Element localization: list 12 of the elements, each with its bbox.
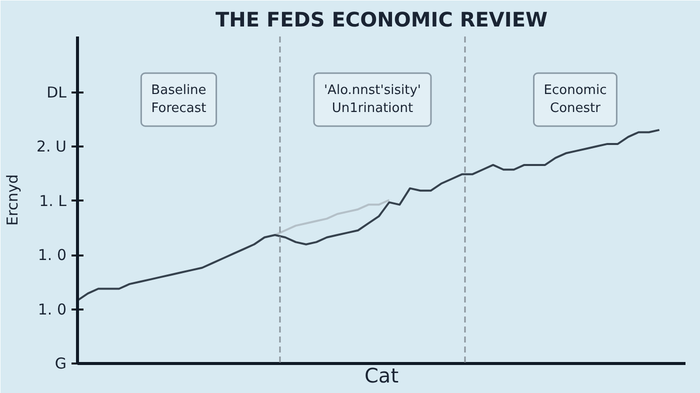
text: Economic Conestr xyxy=(544,83,607,116)
text: 1. L xyxy=(39,192,68,210)
y-axis-title: Ercnyd xyxy=(3,174,22,226)
text: G xyxy=(54,354,66,372)
text: 1. 0 xyxy=(38,246,66,264)
x-axis-title: Cat xyxy=(364,364,399,388)
chart-title: THE FEDS ECONOMIC REVIEW xyxy=(215,8,548,32)
text: DL xyxy=(46,84,68,102)
text: Baseline Forecast xyxy=(151,83,206,116)
text: 2. U xyxy=(36,138,67,156)
text: 'Alo.nnst'sisity' Un1rinationt xyxy=(324,83,421,116)
text: 1. 0 xyxy=(38,300,66,318)
